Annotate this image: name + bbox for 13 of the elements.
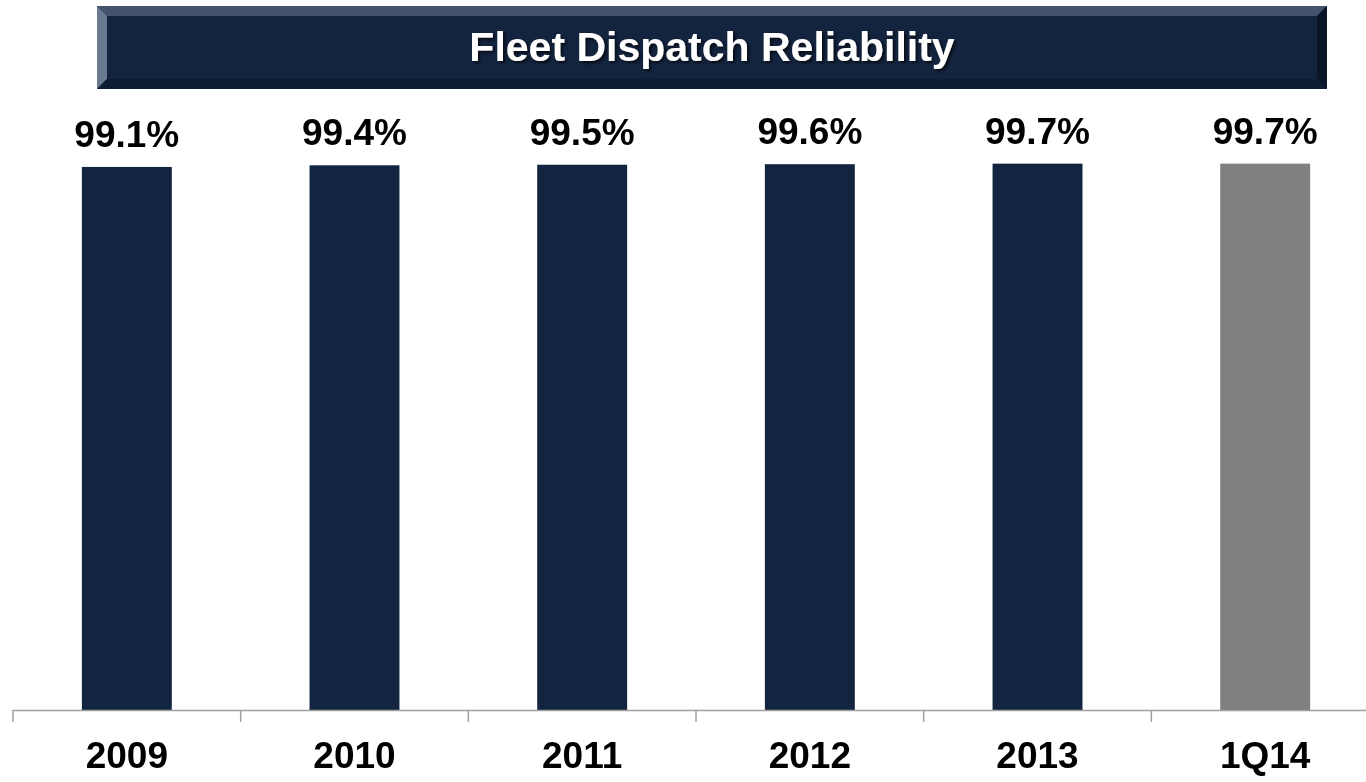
x-tick-label: 1Q14 bbox=[1219, 735, 1311, 776]
data-label: 99.5% bbox=[529, 111, 635, 153]
data-label: 99.4% bbox=[302, 112, 407, 154]
x-tick-label: 2012 bbox=[768, 735, 851, 776]
x-tick-label: 2010 bbox=[313, 735, 396, 776]
data-label: 99.1% bbox=[74, 113, 180, 155]
x-tick-label: 2013 bbox=[996, 735, 1079, 776]
chart-title: Fleet Dispatch Reliability bbox=[469, 24, 955, 70]
x-tick-label: 2009 bbox=[85, 735, 168, 776]
x-tick-label: 2011 bbox=[542, 735, 623, 776]
data-label: 99.7% bbox=[985, 110, 1090, 152]
data-label: 99.6% bbox=[757, 111, 863, 153]
data-label: 99.7% bbox=[1212, 110, 1318, 152]
